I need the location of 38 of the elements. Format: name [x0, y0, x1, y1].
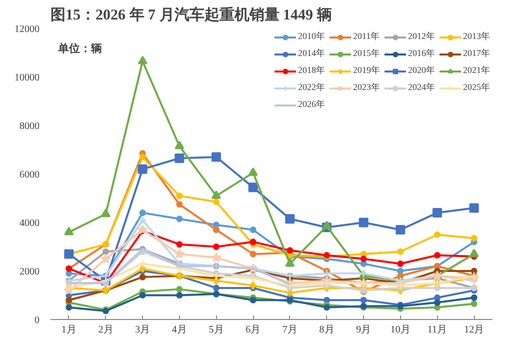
legend-label: 2021年: [463, 64, 490, 77]
legend-label: 2026年: [298, 98, 325, 111]
annotation: 单位：辆: [56, 42, 102, 55]
x-tick-label: 12月: [464, 324, 484, 336]
legend-label: 2018年: [298, 64, 325, 77]
x-tick-label: 2月: [98, 324, 114, 336]
y-tick-label: 4000: [20, 218, 40, 229]
y-tick-label: 0: [34, 315, 40, 326]
x-tick-label: 5月: [208, 324, 224, 336]
legend-label: 2012年: [408, 30, 435, 43]
legend-label: 2011年: [353, 30, 380, 43]
x-tick-label: 9月: [356, 324, 372, 336]
legend-label: 2010年: [298, 30, 325, 43]
legend-label: 2024年: [408, 81, 435, 94]
x-tick-label: 4月: [172, 324, 187, 336]
x-tick-label: 8月: [319, 324, 334, 336]
x-tick-label: 6月: [246, 324, 261, 336]
x-tick-label: 11月: [427, 324, 448, 336]
legend-label: 2020年: [408, 64, 435, 77]
legend-label: 2015年: [353, 47, 380, 60]
x-tick-label: 10月: [390, 324, 410, 336]
y-tick-label: 10000: [14, 72, 40, 84]
y-tick-label: 6000: [20, 170, 40, 180]
legend-label: 2023年: [353, 81, 380, 94]
x-tick-label: 3月: [135, 324, 150, 336]
legend-label: 2022年: [298, 81, 325, 94]
y-tick-label: 2000: [20, 266, 40, 278]
legend-label: 2019年: [353, 64, 380, 77]
legend-label: 2017年: [463, 47, 490, 60]
x-tick-label: 1月: [61, 324, 76, 336]
legend-label: 2014年: [298, 47, 325, 60]
y-tick-label: 8000: [20, 121, 40, 132]
x-tick-label: 7月: [282, 324, 298, 336]
legend-label: 2013年: [463, 30, 490, 43]
y-tick-label: 12000: [14, 24, 40, 35]
legend-label: 2025年: [463, 81, 490, 94]
legend-label: 2016年: [408, 47, 435, 60]
chart-title: 图15：2026 年 7 月汽车起重机销量 1449 辆: [50, 6, 332, 24]
